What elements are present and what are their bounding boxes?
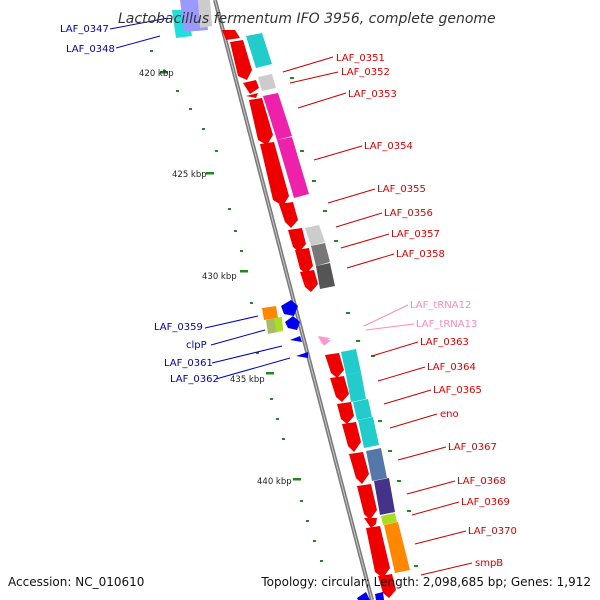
gene-arrow-0359c[interactable]	[281, 300, 298, 316]
gene-label-LAF_0353[interactable]: LAF_0353	[348, 89, 397, 100]
forward-function-boxes	[246, 33, 410, 573]
gene-box-0367[interactable]	[366, 448, 387, 481]
gene-arrow-0362[interactable]	[296, 352, 308, 358]
gene-arrow-clpP[interactable]	[274, 317, 283, 332]
gene-arrow-bottom-a[interactable]	[357, 592, 370, 600]
scale-label-440: 440 kbp	[257, 477, 292, 487]
gene-label-LAF_0365[interactable]: LAF_0365	[433, 385, 482, 396]
gene-box-0358a[interactable]	[311, 243, 330, 266]
trna-features	[318, 336, 331, 346]
gene-label-LAF_0359[interactable]: LAF_0359	[154, 322, 203, 333]
leader-lines-left	[109, 17, 291, 380]
gene-arrow-0368[interactable]	[357, 484, 377, 520]
gene-box-0348[interactable]	[198, 0, 212, 28]
gene-label-LAF_0357[interactable]: LAF_0357	[391, 229, 440, 240]
gene-arrow-0358[interactable]	[300, 270, 318, 292]
reverse-strand-genes	[172, 0, 384, 600]
gene-arrow-0353[interactable]	[249, 98, 273, 145]
gene-box-0369[interactable]	[381, 513, 397, 525]
gene-label-LAF_0356[interactable]: LAF_0356	[384, 208, 433, 219]
gene-arrow-0356[interactable]	[288, 228, 306, 252]
gene-box-0370[interactable]	[384, 522, 410, 573]
gene-arrow-0352[interactable]	[243, 80, 259, 94]
gene-label-LAF_tRNA12[interactable]: LAF_tRNA12	[410, 300, 471, 311]
gene-label-clpP[interactable]: clpP	[186, 340, 207, 351]
gene-box-0368[interactable]	[374, 478, 395, 515]
forward-strand-genes	[222, 30, 396, 598]
gene-box-0352[interactable]	[258, 74, 276, 91]
gene-arrow-eno[interactable]	[342, 422, 361, 452]
gene-label-LAF_0362[interactable]: LAF_0362	[170, 374, 219, 385]
gene-arrow-0357[interactable]	[295, 248, 313, 274]
gene-arrow[interactable]	[246, 93, 258, 98]
scale-label-435: 435 kbp	[230, 375, 265, 385]
gene-arrow-0359a[interactable]	[262, 306, 278, 320]
scale-label-420: 420 kbp	[139, 69, 174, 79]
gene-arrow-bottom-b[interactable]	[375, 592, 384, 600]
gene-arrow-0351[interactable]	[230, 40, 252, 80]
gene-label-LAF_0347[interactable]: LAF_0347	[60, 24, 109, 35]
gene-box-0351[interactable]	[246, 33, 272, 68]
gene-label-LAF_0351[interactable]: LAF_0351	[336, 53, 385, 64]
gene-label-LAF_0352[interactable]: LAF_0352	[341, 67, 390, 78]
gene-label-LAF_0348[interactable]: LAF_0348	[66, 44, 115, 55]
gene-label-eno[interactable]: eno	[440, 409, 459, 420]
gene-box-0354[interactable]	[277, 137, 309, 198]
gene-label-LAF_0361[interactable]: LAF_0361	[164, 358, 213, 369]
gene-label-LAF_0370[interactable]: LAF_0370	[468, 526, 517, 537]
gene-arrow-smpB[interactable]	[378, 574, 396, 598]
labels-left: LAF_0347 LAF_0348 LAF_0359 clpP LAF_0361…	[60, 24, 219, 385]
gene-arrow-0364[interactable]	[330, 376, 349, 402]
labels-right: LAF_0351 LAF_0352 LAF_0353 LAF_0354 LAF_…	[336, 53, 517, 569]
gene-box-0364[interactable]	[346, 372, 366, 402]
gene-label-LAF_tRNA13[interactable]: LAF_tRNA13	[416, 319, 477, 330]
gene-arrow-0355[interactable]	[279, 202, 298, 228]
gene-box-0357[interactable]	[305, 225, 325, 246]
scale-label-425: 425 kbp	[172, 170, 207, 180]
gene-label-LAF_0354[interactable]: LAF_0354	[364, 141, 413, 152]
gene-box-0365[interactable]	[353, 399, 372, 420]
leader-lines-right	[282, 56, 473, 576]
gene-label-LAF_0364[interactable]: LAF_0364	[427, 362, 476, 373]
gene-arrow-0365[interactable]	[337, 402, 354, 424]
scale-label-430: 430 kbp	[202, 272, 237, 282]
genome-summary-text: Topology: circular; Length: 2,098,685 bp…	[260, 575, 591, 589]
gene-arrow-0361[interactable]	[290, 336, 302, 342]
gene-arrow-0354[interactable]	[260, 142, 289, 206]
trna-arrow-13[interactable]	[321, 340, 331, 346]
gene-arrow-0363[interactable]	[325, 353, 344, 378]
map-title: Lactobacillus fermentum IFO 3956, comple…	[118, 11, 496, 27]
leader-lines-trna	[363, 304, 415, 331]
gene-arrow-0370[interactable]	[366, 526, 390, 578]
gene-arrow-0367[interactable]	[349, 452, 369, 484]
gene-box-0363[interactable]	[341, 349, 361, 375]
gene-label-LAF_0369[interactable]: LAF_0369	[461, 497, 510, 508]
gene-arrow-0369[interactable]	[364, 518, 377, 528]
gene-label-LAF_0368[interactable]: LAF_0368	[457, 476, 506, 487]
gene-box-eno[interactable]	[358, 417, 379, 448]
gene-arrow-0359d[interactable]	[285, 316, 300, 330]
gene-box-0353[interactable]	[263, 93, 292, 140]
accession-text: Accession: NC_010610	[8, 575, 144, 589]
gene-box-0358b[interactable]	[316, 263, 335, 289]
gene-label-LAF_0367[interactable]: LAF_0367	[448, 442, 497, 453]
scale-track	[150, 50, 323, 562]
gene-arrow[interactable]	[222, 30, 240, 40]
gene-label-LAF_0355[interactable]: LAF_0355	[377, 184, 426, 195]
gene-label-LAF_0363[interactable]: LAF_0363	[420, 337, 469, 348]
gene-label-smpB[interactable]: smpB	[475, 558, 503, 569]
gene-label-LAF_0358[interactable]: LAF_0358	[396, 249, 445, 260]
